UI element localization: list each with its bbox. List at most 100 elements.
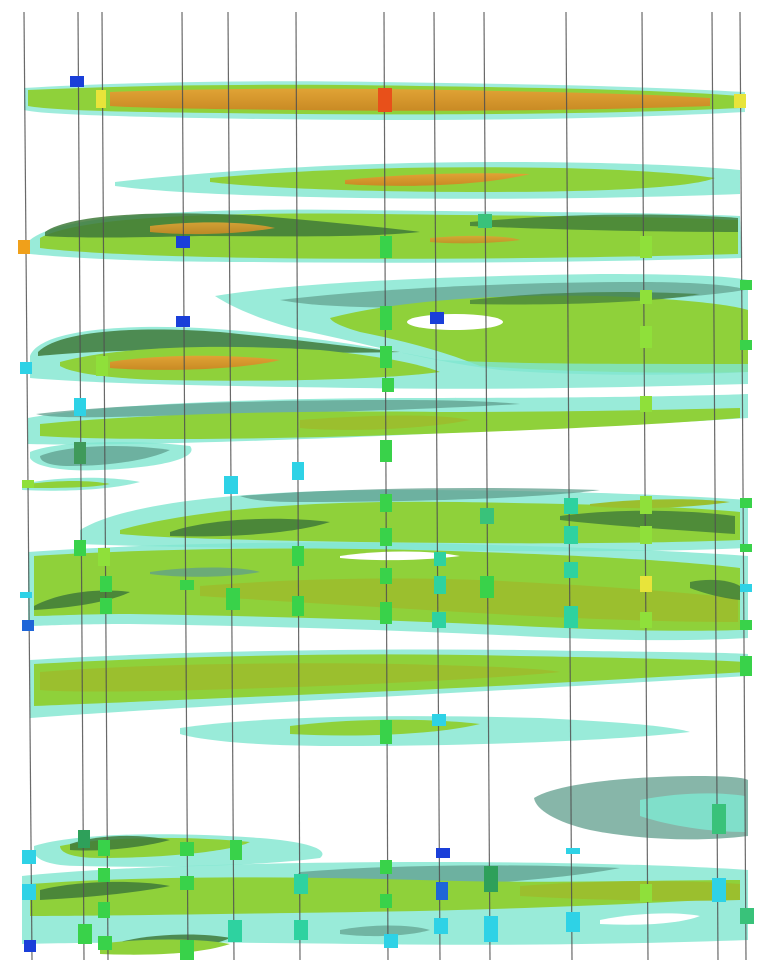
well-line-7 [383,11,389,961]
marker-blue [70,76,84,87]
marker-yellow [734,94,746,108]
layer-13-olive-right [520,881,740,901]
marker-cyan [22,884,36,900]
layer-9-white-hole [340,551,460,561]
marker-green [74,540,86,556]
marker-green [564,562,578,578]
marker-green [22,480,34,488]
marker-green [226,588,240,610]
layer-7-green-small [28,481,110,488]
marker-green [434,552,446,566]
well-line-10 [565,11,573,961]
marker-green [380,568,392,584]
marker-green [380,860,392,874]
marker-blue [176,236,190,248]
layer-13-dark-top [70,835,170,851]
marker-green [230,840,242,860]
marker-green [382,378,394,392]
marker-green [564,606,578,628]
layer-4-hole [407,314,503,330]
layer-5-orange [110,355,280,370]
marker-green [98,936,112,950]
layer-2 [115,162,740,199]
layer-8-gray [240,488,600,502]
layer-13-green-bottom [100,939,230,955]
well-line-9 [483,11,491,961]
marker-green [740,498,752,508]
marker-green [98,548,110,566]
layer-6-olive [300,415,470,430]
marker-cyan [224,476,238,494]
layer-13-white-gap [600,913,700,925]
marker-yellow [96,90,106,108]
marker-green [640,884,652,902]
well-line-13 [739,11,747,961]
well-line-12 [711,11,719,961]
marker-orange [18,240,30,254]
layer-8-dark-right [560,510,735,534]
layer-4 [215,274,748,375]
marker-cyan [484,916,498,942]
marker-green [78,830,90,848]
marker-green [380,306,392,330]
marker-green [100,598,112,614]
layer-2-orange [345,173,530,186]
marker-blue [176,316,190,327]
marker-green [180,876,194,890]
marker-yellow [640,576,652,592]
layer-9-gray-hole [150,567,260,577]
marker-green [180,842,194,856]
well-line-2 [77,11,85,961]
marker-green [480,508,494,524]
well-line-4 [181,11,189,961]
marker-green [180,940,194,960]
layer-8-dark-left [170,518,330,537]
marker-green [100,576,112,592]
well-markers [18,76,754,960]
layer-9-olive [200,578,738,622]
layer-1-orange [110,88,710,111]
marker-green [380,236,392,258]
marker-green [740,656,752,676]
marker-green [180,580,194,590]
marker-green [294,920,308,940]
marker-cyan [566,848,580,854]
marker-green [740,620,752,630]
marker-green [640,612,652,628]
marker-green [640,396,652,412]
layer-3-dark-right [470,214,738,232]
marker-blue [22,620,34,631]
layer-4-gray [280,282,745,308]
well-line-6 [295,11,301,961]
layer-3-orange [150,222,275,235]
marker-green [640,236,652,258]
marker-green [640,290,652,304]
layer-7 [22,442,192,491]
well-line-11 [641,11,649,961]
marker-cyan [20,362,32,374]
marker-green [380,720,392,744]
marker-green [712,804,726,834]
layer-8-green [120,501,740,544]
marker-green [380,894,392,908]
marker-green [478,214,492,228]
layer-5-dark [38,329,400,356]
well-line-8 [433,11,441,961]
layer-10-olive [40,663,560,692]
marker-green [484,866,498,892]
marker-green [740,340,752,350]
marker-green [380,440,392,462]
marker-green [640,326,652,348]
marker-green [564,526,578,544]
marker-green [74,442,86,464]
marker-cyan [432,714,446,726]
marker-green [98,868,110,882]
layer-13-dark-wedge [40,881,170,900]
marker-green [98,840,110,856]
marker-cyan [566,912,580,932]
marker-cyan [384,934,398,948]
marker-green [480,576,494,598]
marker-cyan [20,592,32,598]
marker-green [740,544,752,552]
